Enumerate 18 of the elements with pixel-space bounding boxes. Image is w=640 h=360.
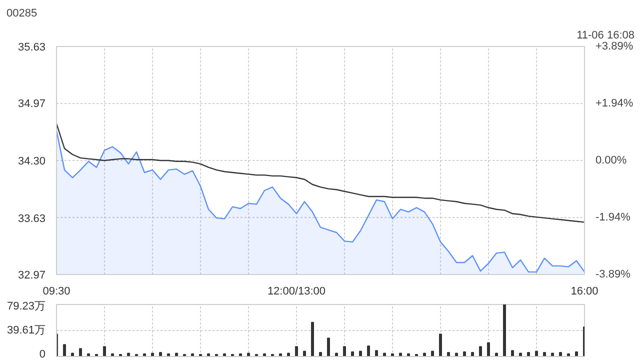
y2-tick-label: -1.94% [596,211,631,224]
x-tick-label: 16:00 [570,286,598,298]
y-tick-label: 39.61万 [6,324,46,337]
y-tick-label: 34.97 [18,98,46,110]
y2-tick-label: +3.89% [596,40,634,52]
y-tick-label: 34.30 [18,156,46,168]
y-tick-label: 33.63 [18,212,46,225]
y2-tick-label: +1.94% [596,98,634,110]
y-tick-label: 79.23万 [6,300,46,312]
y-tick-label: 32.97 [18,270,46,282]
y-tick-label: 35.63 [18,42,46,54]
x-tick-label: 09:30 [42,286,70,298]
text: 11-06 16:08 [576,30,635,42]
x-tick-label: 12:00/13:00 [267,286,326,298]
y-tick-label: 0 [39,348,46,360]
y2-tick-label: -3.89% [596,268,631,280]
chart-title: 00285 [6,8,38,20]
y2-tick-label: 0.00% [596,154,627,166]
